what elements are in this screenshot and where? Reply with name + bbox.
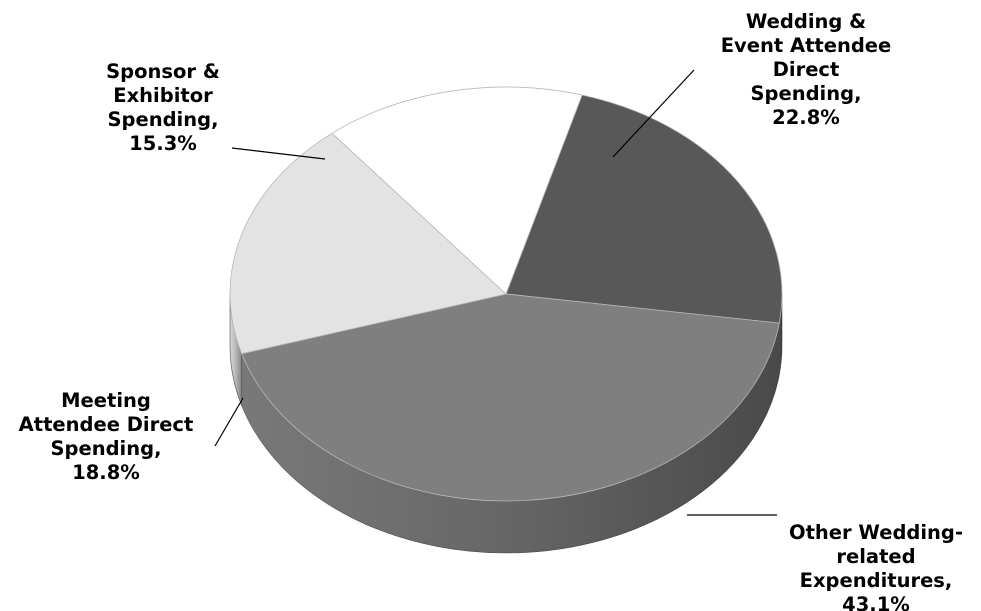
slice-label-line-0-2: Direct bbox=[773, 58, 840, 81]
pie-slice-2 bbox=[229, 132, 507, 355]
slice-label-line-1-2: Expenditures, bbox=[800, 569, 953, 592]
slice-label-line-3-0: Sponsor & bbox=[106, 60, 220, 83]
slice-label-line-1-1: related bbox=[836, 545, 915, 568]
slice-label-1: Other Wedding-related Expenditures, 43.1% bbox=[789, 521, 963, 611]
leader-line-2 bbox=[214, 397, 244, 447]
pie-slice-1 bbox=[241, 293, 780, 502]
slice-value-2: 18.8% bbox=[72, 461, 140, 484]
slice-value-1: 43.1% bbox=[842, 593, 910, 611]
slice-label-2: Meeting Attendee Direct Spending, 18.8% bbox=[19, 389, 194, 484]
leader-lines bbox=[214, 69, 777, 516]
pie-slice-0 bbox=[505, 94, 783, 324]
pie-side-shade-0-0 bbox=[779, 294, 783, 376]
slice-label-3: Sponsor & Exhibitor Spending, 15.3% bbox=[106, 60, 220, 155]
slice-label-0: Wedding & Event Attendee Direct Spending, 22… bbox=[721, 10, 892, 129]
slice-label-line-2-1: Attendee Direct bbox=[19, 413, 194, 436]
slice-value-0: 22.8% bbox=[772, 106, 840, 129]
leader-line-3 bbox=[231, 147, 326, 160]
slice-value-3: 15.3% bbox=[129, 132, 197, 155]
slice-label-line-2-0: Meeting bbox=[61, 389, 151, 412]
slice-label-line-0-3: Spending, bbox=[750, 82, 861, 105]
pie-slices bbox=[229, 86, 783, 502]
slice-label-line-0-0: Wedding & bbox=[746, 10, 866, 33]
pie-side-shade-1-0 bbox=[241, 323, 780, 554]
slice-label-line-0-1: Event Attendee bbox=[721, 34, 892, 57]
pie-slice-3 bbox=[331, 86, 583, 295]
slice-label-line-3-1: Exhibitor bbox=[113, 84, 213, 107]
slice-label-line-2-2: Spending, bbox=[50, 437, 161, 460]
slice-labels: Wedding & Event Attendee Direct Spending, 22… bbox=[19, 10, 963, 611]
pie-side-shade-2-0 bbox=[230, 294, 242, 406]
slice-label-line-3-2: Spending, bbox=[107, 108, 218, 131]
slice-label-line-1-0: Other Wedding- bbox=[789, 521, 963, 544]
leader-line-0 bbox=[612, 69, 695, 158]
